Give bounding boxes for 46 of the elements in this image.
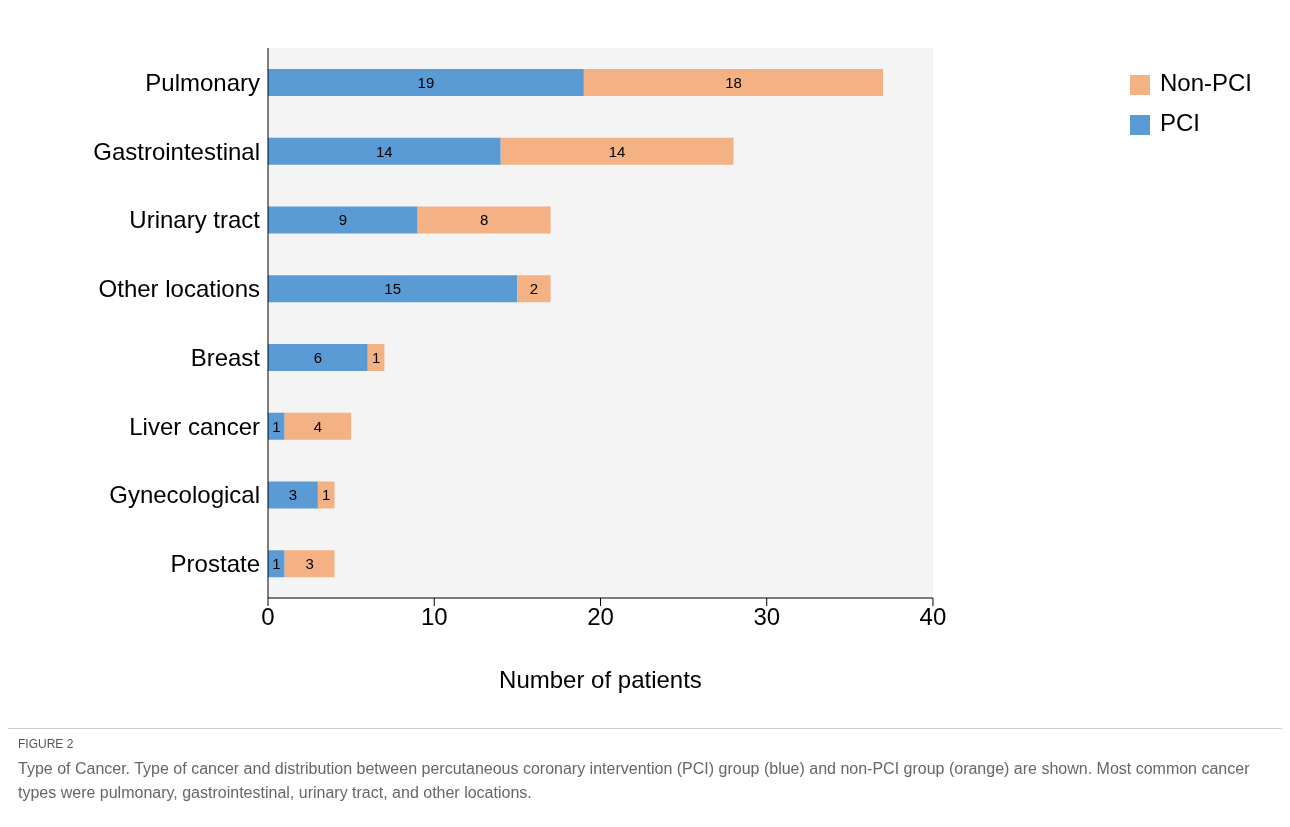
data-label: 3: [288, 486, 298, 504]
bar: [268, 206, 418, 234]
y-tick-label: Gynecological: [109, 481, 260, 509]
bar: [268, 275, 518, 303]
y-tick-label: Other locations: [98, 275, 260, 303]
bar: [284, 412, 352, 440]
y-tick-label: Pulmonary: [145, 68, 260, 96]
legend-label: Non-PCI: [1159, 69, 1252, 96]
y-tick-label: Gastrointestinal: [93, 137, 260, 165]
data-label: 3: [305, 555, 314, 573]
data-label: 4: [313, 417, 323, 435]
data-label: 14: [608, 142, 626, 160]
bar: [284, 550, 335, 578]
caption: FIGURE 2: [18, 737, 75, 751]
text: Type of Cancer. Type of cancer and distribution between percutaneous coronary intervention (PCI) group (blue) and non-PCI group (orange) are shown. Most common cancer types were pulmonary, gastrointestinal, urinary tract, and other locations.: [18, 759, 1251, 803]
data-label: 1: [322, 486, 331, 504]
bar: [268, 481, 318, 509]
data-label: 14: [376, 142, 393, 160]
data-label: 1: [272, 417, 281, 435]
y-tick-label: Prostate: [170, 550, 260, 578]
x-tick-label: 0: [261, 603, 275, 631]
bar: [268, 137, 501, 165]
data-label: 1: [371, 348, 381, 366]
data-label: 6: [313, 348, 323, 366]
data-label: 15: [384, 280, 402, 298]
data-label: 2: [529, 280, 539, 298]
x-tick-label: 40: [919, 603, 947, 631]
bar: [583, 69, 884, 96]
bar: [417, 206, 551, 234]
x-tick-label: 30: [753, 603, 781, 631]
data-label: 18: [725, 73, 742, 91]
y-tick-label: Urinary tract: [129, 206, 261, 234]
data-label: 9: [338, 211, 347, 229]
x-axis-title: Number of patients: [499, 666, 702, 693]
bar: [268, 69, 584, 96]
data-label: 19: [417, 73, 435, 91]
data-label: 8: [479, 211, 489, 229]
data-label: 1: [272, 555, 281, 573]
legend-label: PCI: [1159, 109, 1200, 136]
bar: [500, 137, 734, 165]
bar: [268, 344, 368, 371]
x-tick-label: 20: [587, 603, 614, 631]
y-tick-label: Liver cancer: [129, 412, 260, 440]
y-tick-label: Breast: [190, 343, 261, 371]
x-tick-label: 10: [420, 603, 448, 631]
bar: [517, 275, 551, 303]
